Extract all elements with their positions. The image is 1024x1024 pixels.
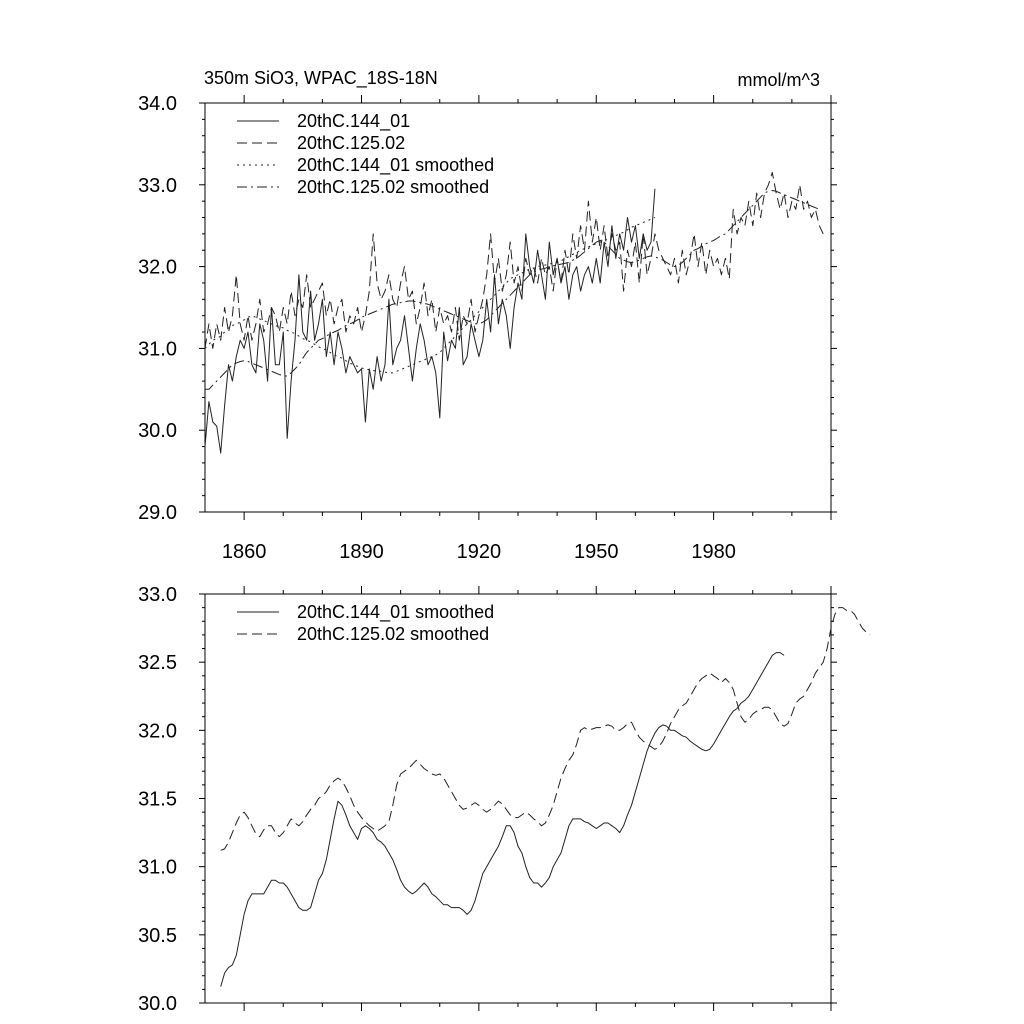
legend-label: 20thC.125.02 smoothed [297, 624, 489, 644]
plot-frame [204, 593, 832, 1004]
series-line-1 [204, 172, 824, 349]
series-line-3 [205, 190, 820, 390]
series-line-0 [204, 188, 656, 454]
series-line-0 [220, 652, 785, 987]
series-group [204, 172, 824, 454]
top-panel: 350m SiO3, WPAC_18S-18N mmol/m^3 29.0 30.… [138, 68, 837, 563]
y-tick-label: 29.0 [138, 502, 177, 524]
x-tick-label: 1980 [691, 541, 736, 563]
y-tick-label: 31.0 [138, 338, 177, 360]
y-tick-label: 30.0 [138, 420, 177, 442]
units-label: mmol/m^3 [738, 70, 820, 90]
legend-label: 20thC.144_01 [297, 111, 410, 132]
y-tick-label: 31.0 [138, 857, 177, 879]
legend-label: 20thC.125.02 smoothed [297, 177, 489, 197]
y-tick-label: 32.0 [138, 720, 177, 742]
y-tick-label: 31.5 [138, 789, 177, 811]
legend-label: 20thC.144_01 smoothed [297, 155, 494, 176]
x-tick-label: 1920 [457, 541, 502, 563]
legend-label: 20thC.125.02 [297, 133, 405, 153]
x-tick-label: 1950 [574, 541, 619, 563]
chart-title: 350m SiO3, WPAC_18S-18N [204, 68, 438, 89]
bottom-panel: 30.0 30.5 31.0 31.5 32.0 32.5 33.0 20thC.144_0… [138, 584, 871, 1015]
y-tick-label: 34.0 [138, 93, 177, 115]
x-tick-label: 1860 [222, 541, 267, 563]
series-line-2 [204, 217, 656, 374]
axis-ticks: 30.0 30.5 31.0 31.5 32.0 32.5 33.0 [138, 584, 837, 1015]
y-tick-label: 30.5 [138, 925, 177, 947]
axis-ticks: 29.0 30.0 31.0 32.0 33.0 34.0 1860 1890 1920 1950… [138, 93, 837, 563]
y-tick-label: 33.0 [138, 584, 177, 606]
y-tick-label: 32.0 [138, 257, 177, 279]
series-line-1 [220, 607, 871, 851]
y-tick-label: 32.5 [138, 652, 177, 674]
x-tick-label: 1890 [339, 541, 384, 563]
legend-label: 20thC.144_01 smoothed [297, 602, 494, 623]
series-group [220, 607, 871, 987]
y-tick-label: 33.0 [138, 175, 177, 197]
y-tick-label: 30.0 [138, 993, 177, 1015]
